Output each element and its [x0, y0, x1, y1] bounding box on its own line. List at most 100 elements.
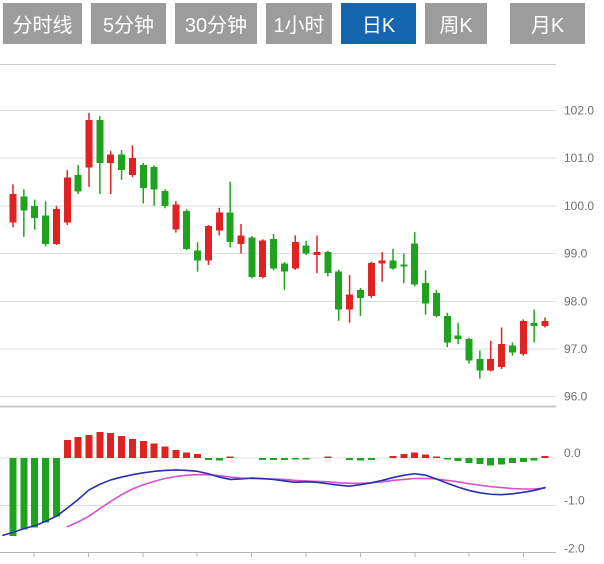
candle-body [432, 293, 440, 317]
tab-5min[interactable]: 5分钟 [91, 3, 166, 44]
candle-body [63, 177, 71, 223]
macd-histogram-bar [389, 456, 397, 458]
tab-monthly-k[interactable]: 月K [510, 3, 585, 44]
macd-histogram-bar [107, 433, 115, 458]
candle-body [508, 345, 516, 353]
price-axis-label: 96.0 [564, 390, 588, 404]
candle-body [31, 205, 39, 218]
candle-body [172, 204, 180, 230]
macd-histogram-bar [74, 437, 82, 458]
period-tabbar: 分时线 5分钟 30分钟 1小时 日K 周K 月K [3, 3, 585, 44]
macd-histogram-bar [128, 438, 136, 458]
macd-histogram-bar [226, 456, 234, 458]
macd-histogram-bar [411, 452, 419, 458]
macd-histogram-bar [150, 443, 158, 458]
candle-body [400, 264, 408, 267]
candle-body [541, 320, 549, 327]
price-axis-label: 97.0 [564, 342, 588, 356]
candle-body [378, 260, 386, 264]
dif-line [2, 469, 546, 537]
macd-histogram-bar [172, 449, 180, 458]
macd-histogram-bar [194, 454, 202, 458]
macd-histogram-bar [476, 458, 484, 465]
macd-histogram-bar [280, 458, 288, 460]
candle-body [194, 250, 202, 261]
candle-body [248, 237, 256, 277]
dea-line [66, 473, 546, 528]
macd-histogram-bar [541, 456, 549, 458]
price-axis-label: 100.0 [564, 199, 594, 213]
macd-histogram-bar [367, 458, 375, 460]
tab-weekly-k[interactable]: 周K [425, 3, 487, 44]
macd-axis-label: -1.0 [564, 494, 585, 508]
macd-histogram-bar [400, 454, 408, 458]
tab-1hour[interactable]: 1小时 [266, 3, 332, 44]
macd-histogram-bar [346, 458, 354, 460]
candle-body [443, 316, 451, 343]
candle-body [9, 193, 17, 223]
macd-histogram-bar [259, 458, 267, 460]
candle-body [389, 260, 397, 269]
macd-histogram-bar [9, 458, 17, 537]
macd-histogram-bar [487, 458, 495, 466]
macd-histogram-bar [432, 456, 440, 458]
candle-body [259, 240, 267, 277]
candle-body [487, 359, 495, 371]
macd-histogram-bar [96, 431, 104, 458]
candle-body [270, 238, 278, 269]
candle-body [519, 320, 527, 354]
candle-body [465, 338, 473, 361]
macd-histogram-bar [530, 458, 538, 461]
candle-body [215, 212, 223, 231]
candle-body [324, 252, 332, 274]
candle-body [530, 322, 538, 327]
candle-body [42, 215, 50, 245]
macd-histogram-bar [85, 435, 93, 458]
macd-histogram-bar [519, 458, 527, 462]
macd-histogram-bar [63, 439, 71, 458]
candle-body [302, 245, 310, 254]
candle-body [128, 158, 136, 175]
tab-30min[interactable]: 30分钟 [175, 3, 257, 44]
macd-histogram-bar [118, 436, 126, 458]
candle-body [52, 209, 60, 245]
candle-body [161, 191, 169, 206]
candle-body [356, 289, 364, 298]
macd-histogram-bar [443, 458, 451, 460]
macd-axis-label: 0.0 [564, 446, 581, 460]
candle-body [226, 212, 234, 243]
candle-body [291, 242, 299, 269]
candle-body [139, 164, 147, 188]
candle-body [454, 335, 462, 339]
macd-histogram-bar [31, 458, 39, 528]
macd-histogram-bar [508, 458, 516, 464]
price-axis-label: 98.0 [564, 294, 588, 308]
candle-body [96, 120, 104, 163]
price-axis-label: 101.0 [564, 151, 594, 165]
candle-body [118, 154, 126, 171]
candle-body [237, 235, 245, 245]
tab-timeshare[interactable]: 分时线 [3, 3, 82, 44]
macd-axis-label: -2.0 [564, 541, 585, 555]
candle-body [346, 294, 354, 310]
macd-histogram-bar [356, 458, 364, 461]
macd-histogram-bar [270, 458, 278, 460]
candle-body [74, 174, 82, 192]
candle-body [476, 359, 484, 371]
macd-histogram-bar [291, 458, 299, 460]
candle-body [335, 271, 343, 310]
macd-histogram-bar [183, 452, 191, 458]
candle-body [107, 154, 115, 163]
candle-body [367, 263, 375, 297]
macd-histogram-bar [204, 458, 212, 460]
macd-histogram-bar [324, 456, 332, 458]
macd-histogram-bar [20, 458, 28, 530]
macd-histogram-bar [498, 458, 506, 465]
candle-body [411, 243, 419, 285]
candle-body [85, 120, 93, 168]
macd-histogram-bar [454, 458, 462, 461]
macd-histogram-bar [465, 458, 473, 463]
macd-histogram-bar [161, 446, 169, 458]
tab-daily-k[interactable]: 日K [341, 3, 416, 44]
